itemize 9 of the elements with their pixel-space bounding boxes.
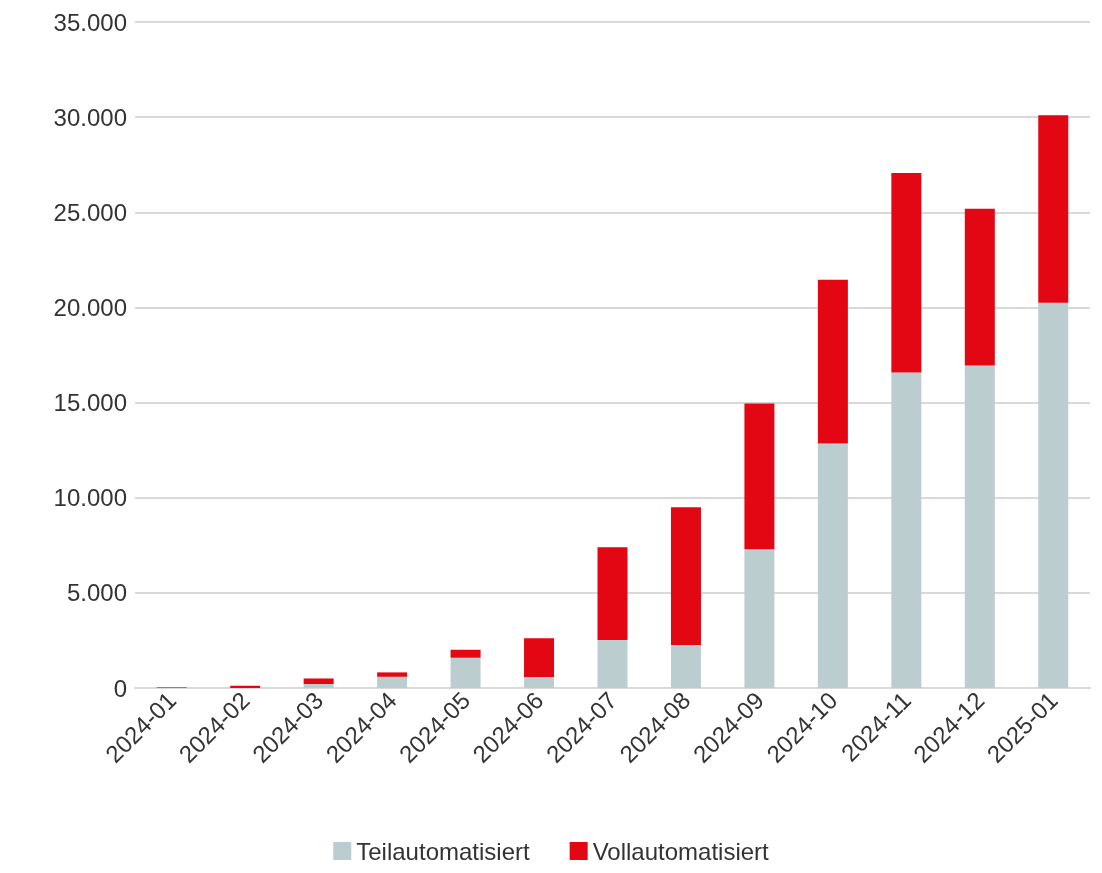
y-tick-label: 5.000 — [66, 579, 127, 607]
y-tick-label: 25.000 — [53, 198, 127, 226]
y-tick-label: 35.000 — [53, 8, 127, 36]
y-tick-label: 20.000 — [53, 293, 127, 321]
y-tick-label: 15.000 — [53, 389, 127, 417]
legend-label: Teilautomatisiert — [356, 837, 530, 865]
y-tick-label: 30.000 — [53, 103, 127, 131]
legend-label: Vollautomatisiert — [592, 837, 770, 865]
y-tick-label: 10.000 — [53, 484, 127, 512]
